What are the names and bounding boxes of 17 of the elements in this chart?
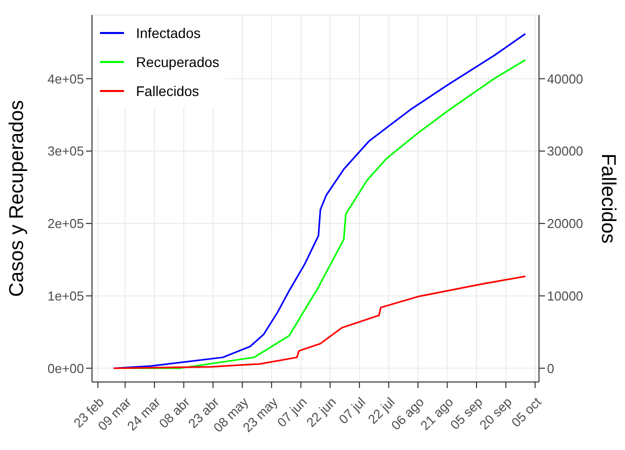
y2-tick-label: 30000	[547, 144, 584, 159]
y-axis-title: Casos y Recuperados	[6, 100, 28, 297]
y2-tick-label: 0	[547, 360, 554, 376]
y-tick-label: 2e+05	[47, 216, 84, 232]
line-series	[112, 276, 526, 370]
y2-tick-label: 10000	[547, 288, 584, 304]
y2-tick-label: 20000	[547, 216, 584, 232]
y-tick-label: 4e+05	[47, 71, 84, 86]
legend-label: Fallecidos	[136, 82, 200, 98]
legend-label: Recuperados	[136, 54, 220, 70]
x-tick-label: 07 jul	[336, 394, 368, 427]
y2-tick-label: 40000	[547, 71, 584, 86]
y-tick-label: 3e+05	[47, 144, 84, 159]
y-tick-label: 0e+00	[47, 360, 84, 376]
y2-axis-title: Fallecidos	[596, 153, 619, 244]
y-tick-label: 1e+05	[47, 288, 84, 304]
legend-label: Infectados	[136, 24, 201, 40]
